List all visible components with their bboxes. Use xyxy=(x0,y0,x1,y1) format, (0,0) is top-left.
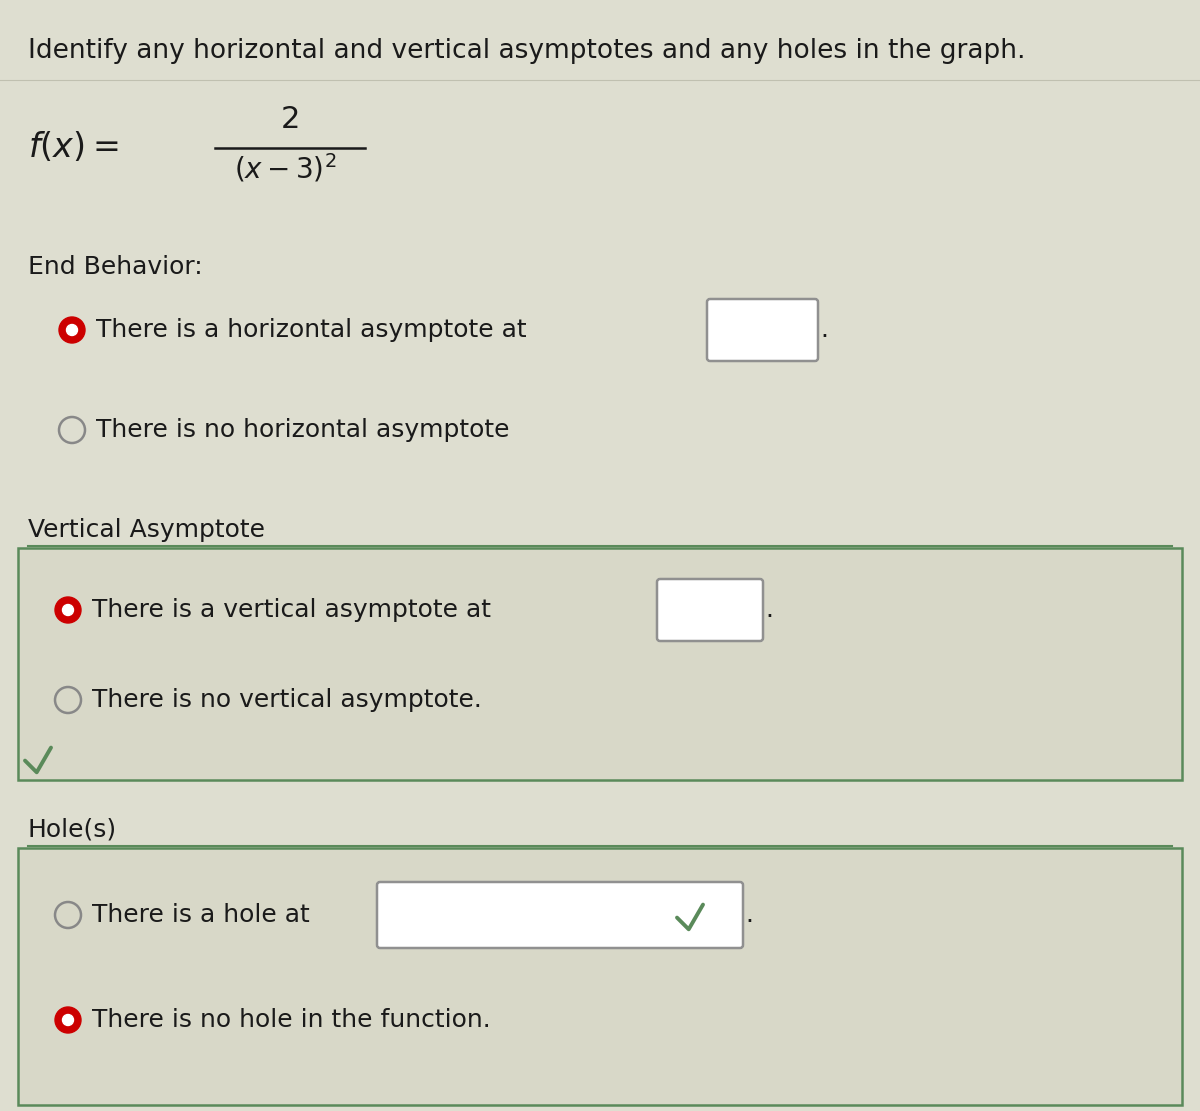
Text: $f(x) = $: $f(x) = $ xyxy=(28,130,119,164)
Text: Hole(s): Hole(s) xyxy=(28,818,118,842)
Bar xyxy=(18,548,1182,780)
Bar xyxy=(18,848,1182,1105)
Circle shape xyxy=(62,1014,73,1025)
Text: .: . xyxy=(766,598,773,622)
Text: There is no horizontal asymptote: There is no horizontal asymptote xyxy=(96,418,510,442)
Circle shape xyxy=(62,604,73,615)
FancyBboxPatch shape xyxy=(707,299,818,361)
Text: There is a horizontal asymptote at: There is a horizontal asymptote at xyxy=(96,318,527,342)
FancyBboxPatch shape xyxy=(377,882,743,948)
Text: There is no vertical asymptote.: There is no vertical asymptote. xyxy=(92,688,482,712)
Text: End Behavior:: End Behavior: xyxy=(28,256,203,279)
Text: $(x - 3)^2$: $(x - 3)^2$ xyxy=(234,152,336,184)
Text: .: . xyxy=(820,318,828,342)
Circle shape xyxy=(59,317,85,343)
Text: .: . xyxy=(745,903,754,927)
Text: There is a vertical asymptote at: There is a vertical asymptote at xyxy=(92,598,491,622)
Text: 2: 2 xyxy=(281,106,300,134)
Text: Vertical Asymptote: Vertical Asymptote xyxy=(28,518,265,542)
Circle shape xyxy=(55,597,82,623)
Text: Identify any horizontal and vertical asymptotes and any holes in the graph.: Identify any horizontal and vertical asy… xyxy=(28,38,1026,64)
FancyBboxPatch shape xyxy=(658,579,763,641)
Circle shape xyxy=(66,324,78,336)
Circle shape xyxy=(55,1007,82,1033)
Text: There is a hole at: There is a hole at xyxy=(92,903,310,927)
Text: There is no hole in the function.: There is no hole in the function. xyxy=(92,1008,491,1032)
